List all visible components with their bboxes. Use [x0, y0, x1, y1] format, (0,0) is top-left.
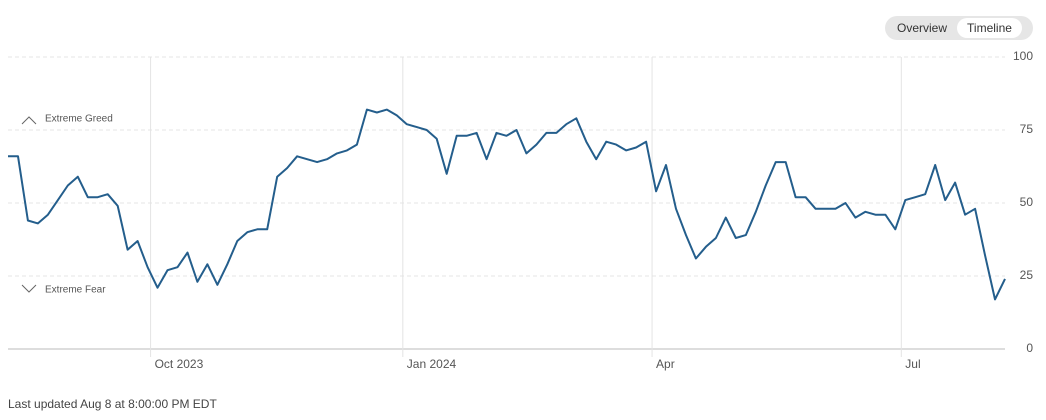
y-tick-label: 0 [1026, 341, 1033, 355]
y-tick-label: 75 [1020, 122, 1034, 136]
annotation: Extreme Fear [45, 285, 106, 296]
x-tick-label: Apr [656, 357, 675, 371]
annotation: Extreme Greed [45, 114, 113, 125]
x-tick-label: Jan 2024 [407, 357, 457, 371]
view-toggle: Overview Timeline [885, 16, 1033, 40]
fear-icon [21, 284, 37, 293]
x-tick-label: Jul [905, 357, 920, 371]
toggle-option[interactable]: Overview [897, 21, 948, 35]
y-tick-label: 100 [1013, 49, 1033, 63]
toggle-option[interactable]: Timeline [957, 18, 1022, 38]
index-line [8, 108, 1006, 301]
x-tick-label: Oct 2023 [155, 357, 204, 371]
last-updated: Last updated Aug 8 at 8:00:00 PM EDT [8, 397, 217, 411]
chart: 0 25 50 75 100 Oct 2023 Jan 2024 Apr Jul Extreme … [8, 49, 1034, 371]
y-tick-label: 25 [1020, 268, 1034, 282]
greed-icon [21, 116, 37, 125]
y-tick-label: 50 [1020, 195, 1034, 209]
